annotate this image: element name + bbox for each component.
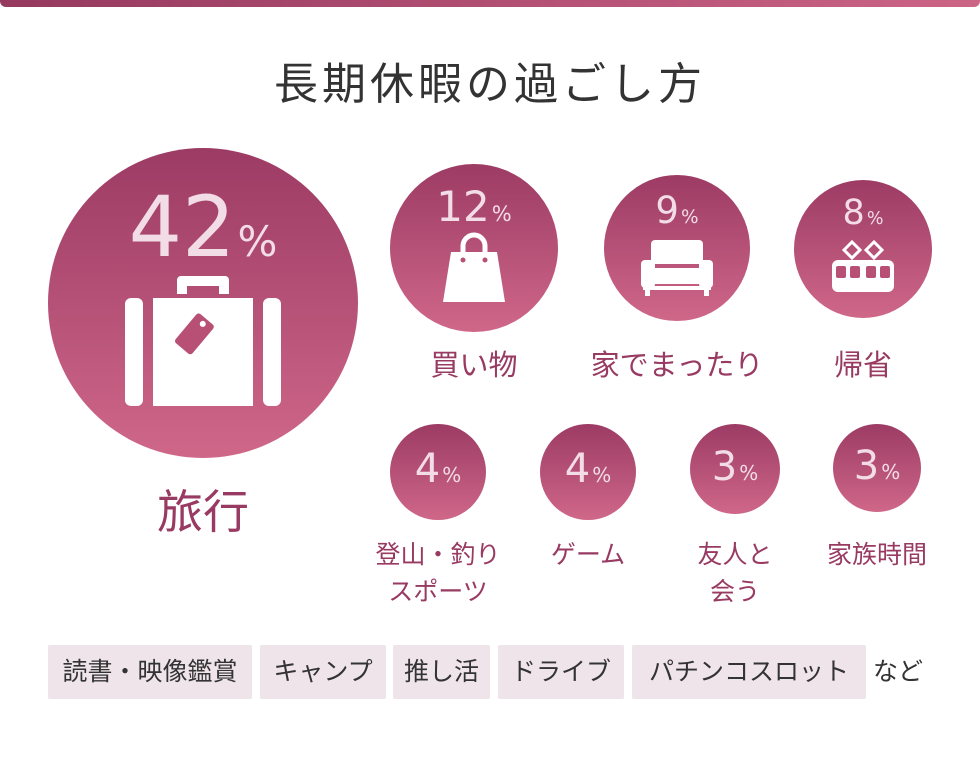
stat-circle-shopping: 12%	[390, 164, 558, 332]
tag-camping: キャンプ	[260, 645, 386, 699]
stat-circle-hometown: 8%	[794, 180, 932, 318]
tag-pachinko: パチンコスロット	[632, 645, 866, 699]
stat-label-shopping: 買い物	[430, 348, 518, 382]
stat-label-game: ゲーム	[550, 540, 626, 569]
top-accent-bar	[0, 0, 980, 7]
page-title: 長期休暇の過ごし方	[274, 59, 706, 110]
stat-label-friends: 友人と 会う	[697, 540, 773, 606]
sofa-icon	[641, 240, 713, 296]
stat-value-friends: 3%	[711, 444, 759, 490]
stat-value-shopping: 12%	[436, 182, 512, 231]
stat-circle-outdoor: 4%	[390, 424, 486, 520]
stat-circle-relax: 9%	[604, 175, 750, 321]
suitcase-icon	[125, 276, 281, 406]
stat-value-outdoor: 4%	[414, 446, 462, 492]
tag-reading-video: 読書・映像鑑賞	[48, 645, 252, 699]
stat-value-hometown: 8%	[842, 193, 884, 233]
stat-label-relax: 家でまったり	[590, 348, 764, 382]
tag-oshikatsu: 推し活	[393, 645, 490, 699]
stat-value-game: 4%	[564, 446, 612, 492]
stat-circle-friends: 3%	[690, 424, 780, 514]
stat-circle-family: 3%	[833, 424, 921, 512]
stat-value-relax: 9%	[655, 189, 699, 232]
stat-circle-game: 4%	[540, 424, 636, 520]
stat-circle-travel: 42%	[48, 148, 358, 458]
tag-drive: ドライブ	[498, 645, 624, 699]
stat-value-family: 3%	[853, 443, 901, 489]
shopping-bag-icon	[443, 232, 505, 302]
stat-label-family: 家族時間	[826, 540, 927, 569]
stat-value-travel: 42%	[128, 178, 278, 276]
stat-label-outdoor: 登山・釣り スポーツ	[375, 540, 501, 606]
stat-label-hometown: 帰省	[833, 348, 892, 382]
others-suffix: など	[873, 657, 924, 686]
train-icon	[832, 239, 894, 292]
stat-label-travel: 旅行	[157, 485, 249, 539]
